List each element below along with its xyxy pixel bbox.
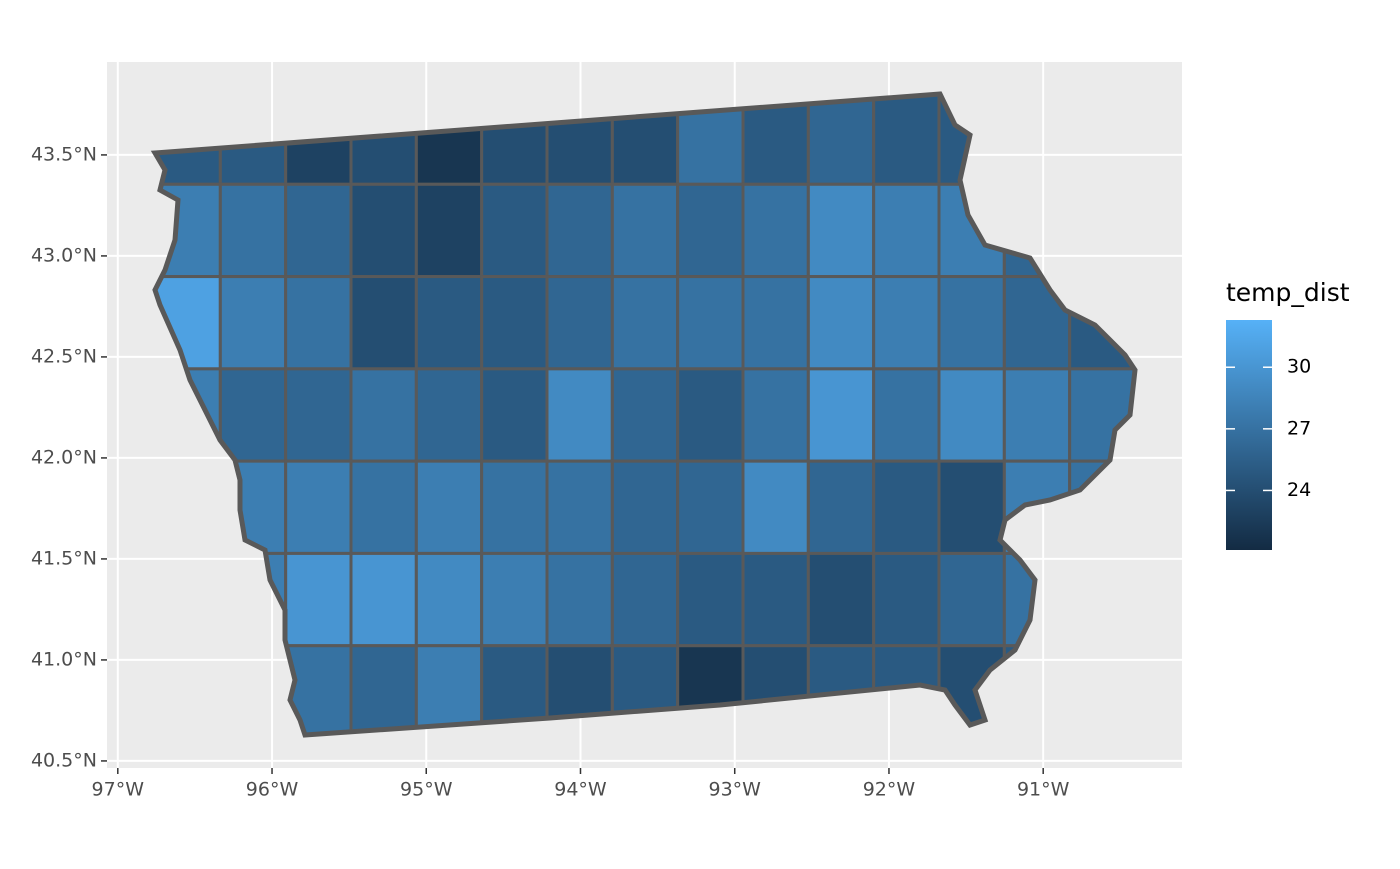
county [872,459,941,555]
x-tick-label: 93°W [708,779,761,801]
county [610,551,680,648]
county [610,182,680,279]
legend-label: 24 [1287,479,1311,501]
axes: 97°W 96°W 95°W 94°W 93°W 92°W 91°W 40.5°N 41.0°N… [31,143,1070,800]
county [741,275,810,371]
county [937,275,1006,371]
county [545,275,614,371]
county [480,367,549,463]
county [545,367,614,463]
county [872,367,941,463]
county [218,275,288,371]
county [414,459,484,555]
county [414,551,484,648]
y-tick-label: 42.5°N [31,345,97,367]
county [806,275,876,371]
county [806,551,876,648]
county [284,182,353,279]
county [937,459,1006,555]
county [806,367,876,463]
county [676,275,745,371]
county [349,644,418,735]
y-tick-label: 41.0°N [31,648,97,670]
x-tick-label: 97°W [92,779,145,801]
county [937,367,1006,463]
county [349,459,418,555]
legend-colorbar [1226,320,1272,550]
legend-label: 30 [1287,356,1311,378]
legend: 24 27 30 [1226,356,1311,501]
county [741,182,810,279]
county [610,459,680,555]
y-tick-label: 41.5°N [31,547,97,569]
county [284,459,353,555]
county [349,182,418,279]
county [676,182,745,279]
county [806,94,876,186]
county [937,551,1006,648]
county [284,367,353,463]
county [480,275,549,371]
county [480,459,549,555]
county [480,182,549,279]
county [872,551,941,648]
county [676,459,745,555]
y-tick-label: 42.0°N [31,446,97,468]
county [414,275,484,371]
county [414,367,484,463]
county [545,182,614,279]
legend-label: 27 [1287,417,1311,439]
county [218,182,288,279]
y-tick-label: 43.5°N [31,143,97,165]
x-tick-label: 92°W [863,779,916,801]
county [610,275,680,371]
county [414,182,484,279]
county [349,367,418,463]
county [610,367,680,463]
y-tick-label: 43.0°N [31,244,97,266]
county [741,367,810,463]
county [545,459,614,555]
county [872,275,941,371]
legend-title: temp_dist [1226,278,1350,307]
county [284,551,353,648]
county [349,275,418,371]
county [545,551,614,648]
x-tick-label: 96°W [246,779,299,801]
county [218,367,288,463]
county [676,551,745,648]
county [741,551,810,648]
county [806,182,876,279]
x-tick-label: 95°W [400,779,453,801]
y-tick-label: 40.5°N [31,749,97,771]
x-tick-label: 91°W [1017,779,1070,801]
county [676,367,745,463]
county [806,459,876,555]
county [284,275,353,371]
county [349,551,418,648]
county [872,182,941,279]
county [741,459,810,555]
county [872,94,941,186]
county [1002,367,1072,463]
x-tick-label: 94°W [554,779,607,801]
county [480,551,549,648]
